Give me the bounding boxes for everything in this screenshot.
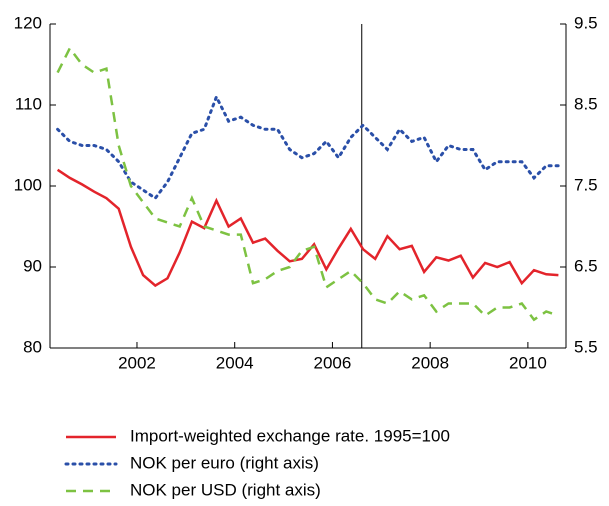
- x-tick-label: 2010: [509, 353, 547, 372]
- series-line: [56, 45, 559, 322]
- y2-tick-label: 6.5: [574, 256, 598, 275]
- x-tick-label: 2002: [118, 353, 156, 372]
- legend-label: Import-weighted exchange rate. 1995=100: [130, 426, 450, 445]
- series-line: [56, 93, 560, 201]
- legend-label: NOK per USD (right axis): [130, 480, 321, 499]
- y-tick-label: 80: [23, 337, 42, 356]
- series-line: [56, 168, 559, 288]
- y2-tick-label: 7.5: [574, 175, 598, 194]
- y2-tick-label: 5.5: [574, 337, 598, 356]
- legend-label: NOK per euro (right axis): [130, 453, 319, 472]
- y-tick-label: 120: [14, 13, 42, 32]
- x-tick-label: 2008: [411, 353, 449, 372]
- x-tick-label: 2006: [314, 353, 352, 372]
- y2-tick-label: 8.5: [574, 94, 598, 113]
- y2-tick-label: 9.5: [574, 13, 598, 32]
- y-tick-label: 100: [14, 175, 42, 194]
- y-tick-label: 110: [15, 94, 42, 113]
- y-tick-label: 90: [23, 256, 42, 275]
- x-tick-label: 2004: [216, 353, 254, 372]
